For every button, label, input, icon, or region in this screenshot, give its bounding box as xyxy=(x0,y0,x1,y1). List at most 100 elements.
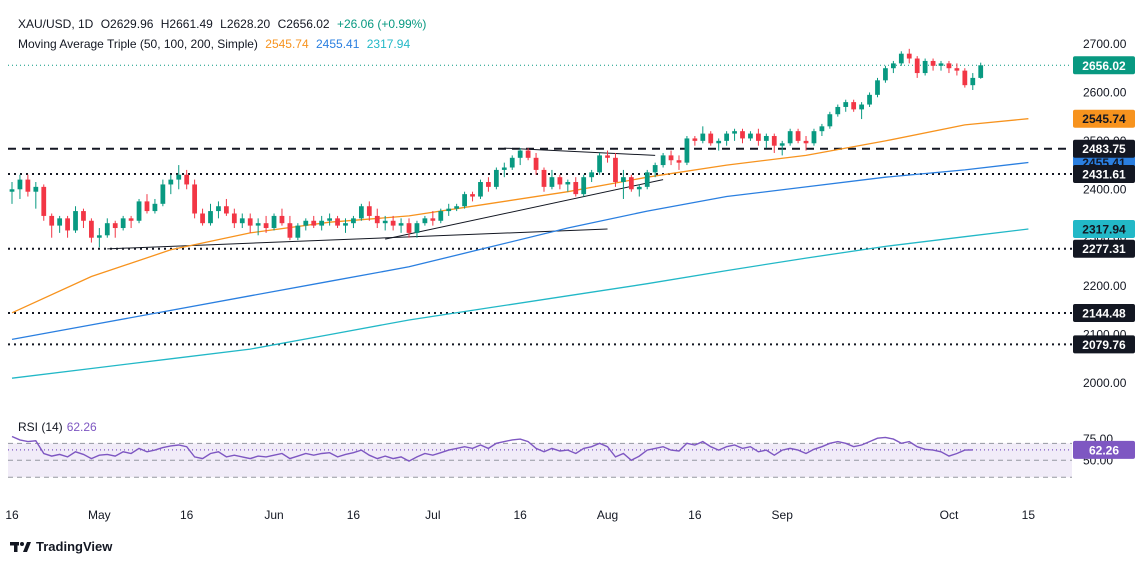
candle-body xyxy=(565,182,571,185)
candle-body xyxy=(41,186,47,216)
y-tick-label: 2000.00 xyxy=(1083,376,1127,390)
candle-body xyxy=(740,131,745,139)
candle-body xyxy=(541,169,547,187)
candle-body xyxy=(621,177,626,183)
candle-body xyxy=(716,140,722,144)
rsi-value: 62.26 xyxy=(66,420,97,434)
level-price-tag: 2483.75 xyxy=(1082,142,1126,156)
candle-body xyxy=(454,206,460,209)
candle-body xyxy=(898,53,904,64)
candle-body xyxy=(756,133,761,141)
candle-body xyxy=(748,133,753,139)
candle-body xyxy=(224,206,229,214)
candle-body xyxy=(644,172,650,187)
ma-price-tag: 2317.94 xyxy=(1082,223,1126,237)
candle-body xyxy=(851,102,857,110)
last-price-tag: 2656.02 xyxy=(1082,59,1126,73)
candle-body xyxy=(160,184,166,204)
candle-body xyxy=(430,218,436,221)
x-tick-label: May xyxy=(88,508,111,522)
candle-body xyxy=(922,60,928,74)
candle-body xyxy=(255,223,261,226)
candle-body xyxy=(49,215,55,226)
candle-body xyxy=(533,157,539,170)
level-price-tag: 2144.48 xyxy=(1082,307,1126,321)
candle-body xyxy=(414,223,420,233)
candle-body xyxy=(946,63,952,69)
candle-body xyxy=(660,155,666,166)
candle-body xyxy=(144,201,150,212)
candle-body xyxy=(954,68,960,71)
level-price-tag-bg xyxy=(1073,239,1135,258)
change-value: +26.06 (+0.99%) xyxy=(336,17,427,31)
candle-body xyxy=(557,177,563,185)
x-tick-label: 16 xyxy=(180,508,194,522)
candle-body xyxy=(9,189,15,192)
candle-body xyxy=(581,177,587,195)
candle-body xyxy=(962,70,968,86)
candle-body xyxy=(930,60,936,66)
candle-body xyxy=(216,206,221,212)
y-tick-label: 2200.00 xyxy=(1083,279,1127,293)
candle-body xyxy=(192,184,198,214)
candle-body xyxy=(231,213,237,224)
high-value: H2661.49 xyxy=(160,17,213,31)
candle-body xyxy=(501,167,507,170)
x-tick-label: Oct xyxy=(940,508,959,522)
candle-body xyxy=(462,194,467,207)
candle-body xyxy=(478,182,483,197)
rsi-line xyxy=(11,435,973,462)
candle-body xyxy=(470,194,475,197)
candle-body xyxy=(486,182,491,187)
candle-body xyxy=(184,174,190,185)
candle-body xyxy=(692,138,698,141)
candle-body xyxy=(771,136,777,146)
candle-body xyxy=(73,211,78,231)
level-price-tag: 2079.76 xyxy=(1082,338,1126,352)
moving-average-line xyxy=(11,228,1029,379)
candle-body xyxy=(438,211,444,221)
candle-body xyxy=(406,223,412,233)
tradingview-logo-icon xyxy=(10,541,31,552)
ma100-value: 2455.41 xyxy=(316,37,360,51)
candle-body xyxy=(390,220,396,226)
ma-indicator-title[interactable]: Moving Average Triple (50, 100, 200, Sim… xyxy=(18,37,258,51)
candle-body xyxy=(787,131,793,144)
rsi-indicator-title[interactable]: RSI (14) xyxy=(18,420,63,434)
level-price-tag: 2431.61 xyxy=(1082,167,1126,181)
symbol-label[interactable]: XAU/USD, 1D xyxy=(18,17,94,31)
candle-body xyxy=(676,160,682,163)
moving-average-line xyxy=(11,161,1029,341)
candle-body xyxy=(327,218,332,221)
candle-body xyxy=(152,203,158,212)
candle-body xyxy=(835,106,841,115)
ma-price-tag-bg xyxy=(1073,109,1135,128)
candle-body xyxy=(57,218,63,226)
candle-body xyxy=(104,223,110,236)
candle-body xyxy=(493,169,499,187)
x-tick-label: Jul xyxy=(425,508,440,522)
candle-body xyxy=(509,157,515,168)
y-tick-label: 2700.00 xyxy=(1083,37,1127,51)
candle-body xyxy=(843,102,849,107)
level-price-tag-bg xyxy=(1073,164,1135,183)
candle-body xyxy=(96,235,102,238)
candle-body xyxy=(382,220,388,224)
candle-body xyxy=(446,208,452,212)
candle-body xyxy=(859,104,864,110)
candle-body xyxy=(168,179,174,185)
candle-body xyxy=(136,201,142,221)
candle-body xyxy=(287,223,293,238)
candle-body xyxy=(247,218,253,226)
candle-body xyxy=(112,223,118,229)
candle-body xyxy=(311,220,317,226)
tradingview-logo[interactable]: TradingView xyxy=(10,539,112,554)
close-value: C2656.02 xyxy=(277,17,330,31)
level-price-tag-bg xyxy=(1073,304,1135,323)
rsi-price-tag: 62.26 xyxy=(1089,443,1119,457)
x-tick-label: 16 xyxy=(5,508,19,522)
candle-body xyxy=(613,157,618,183)
candle-body xyxy=(819,126,825,132)
candle-body xyxy=(208,211,213,224)
